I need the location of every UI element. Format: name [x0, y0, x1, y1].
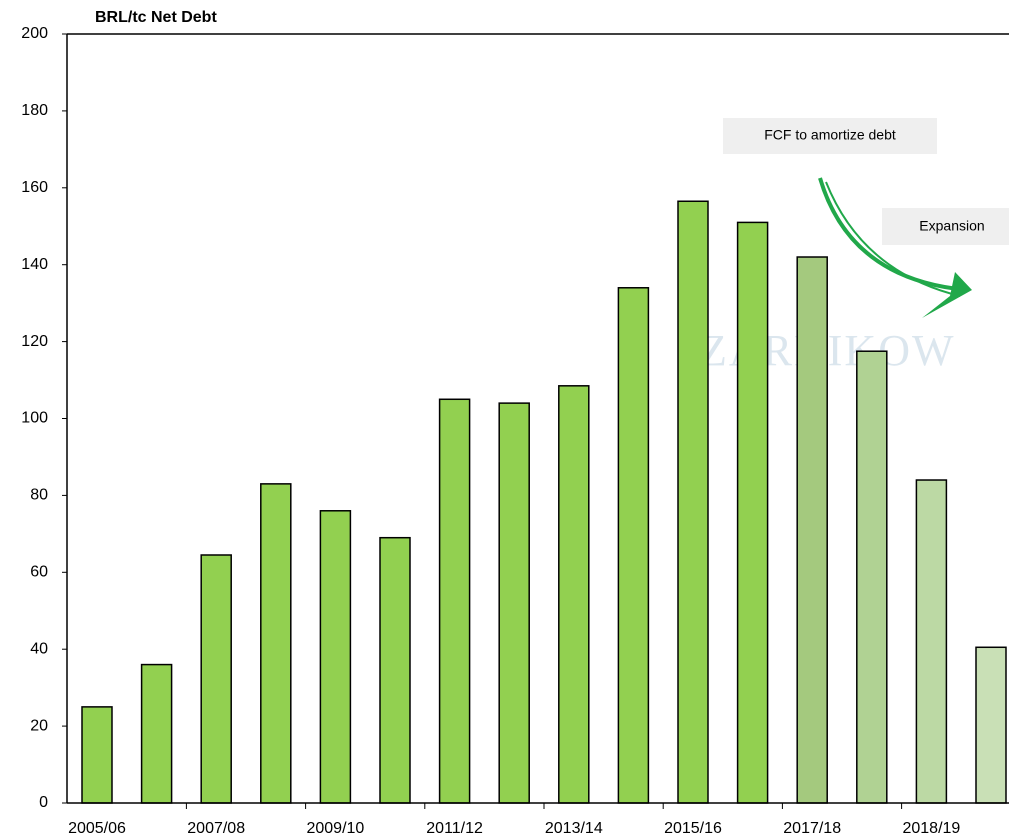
y-tick-label: 40 — [30, 640, 48, 657]
bar — [379, 536, 411, 804]
annotation: Expansion — [919, 218, 984, 234]
bar — [736, 221, 769, 804]
annotation-box — [882, 208, 1009, 245]
bar — [140, 663, 173, 804]
x-tick-label: 2005/06 — [68, 820, 126, 837]
y-tick-label: 140 — [21, 256, 48, 273]
bar — [677, 200, 709, 804]
arrow — [818, 177, 972, 318]
annotation-box — [723, 118, 937, 154]
bar — [796, 256, 828, 804]
y-tick-label: 200 — [21, 25, 48, 42]
x-tick-label: 2018/19 — [902, 820, 960, 837]
y-tick-label: 160 — [21, 179, 48, 196]
bar — [200, 554, 232, 804]
y-tick-label: 180 — [21, 102, 48, 119]
y-tick-label: 20 — [30, 717, 48, 734]
y-tick-label: 120 — [21, 333, 48, 350]
bar — [260, 483, 292, 804]
bar — [617, 287, 650, 804]
x-tick-label: 2009/10 — [306, 820, 364, 837]
bar — [498, 402, 530, 804]
bar — [81, 706, 113, 804]
x-tick-label: 2017/18 — [783, 820, 841, 837]
y-tick-label: 80 — [30, 487, 48, 504]
x-tick-label: 2011/12 — [426, 820, 483, 837]
y-tick-label: 60 — [30, 564, 48, 581]
bar — [856, 350, 888, 804]
x-tick-label: 2007/08 — [187, 820, 245, 837]
bar — [319, 510, 352, 804]
bar — [438, 398, 471, 804]
y-tick-label: 100 — [21, 410, 48, 427]
x-tick-label: 2013/14 — [545, 820, 603, 837]
bar — [975, 646, 1007, 804]
bar — [558, 385, 590, 804]
annotation: FCF to amortize debt — [764, 127, 896, 143]
chart-title: BRL/tc Net Debt — [95, 9, 217, 26]
y-tick-label: 0 — [39, 794, 48, 811]
x-tick-label: 2015/16 — [664, 820, 722, 837]
bar — [915, 479, 948, 804]
